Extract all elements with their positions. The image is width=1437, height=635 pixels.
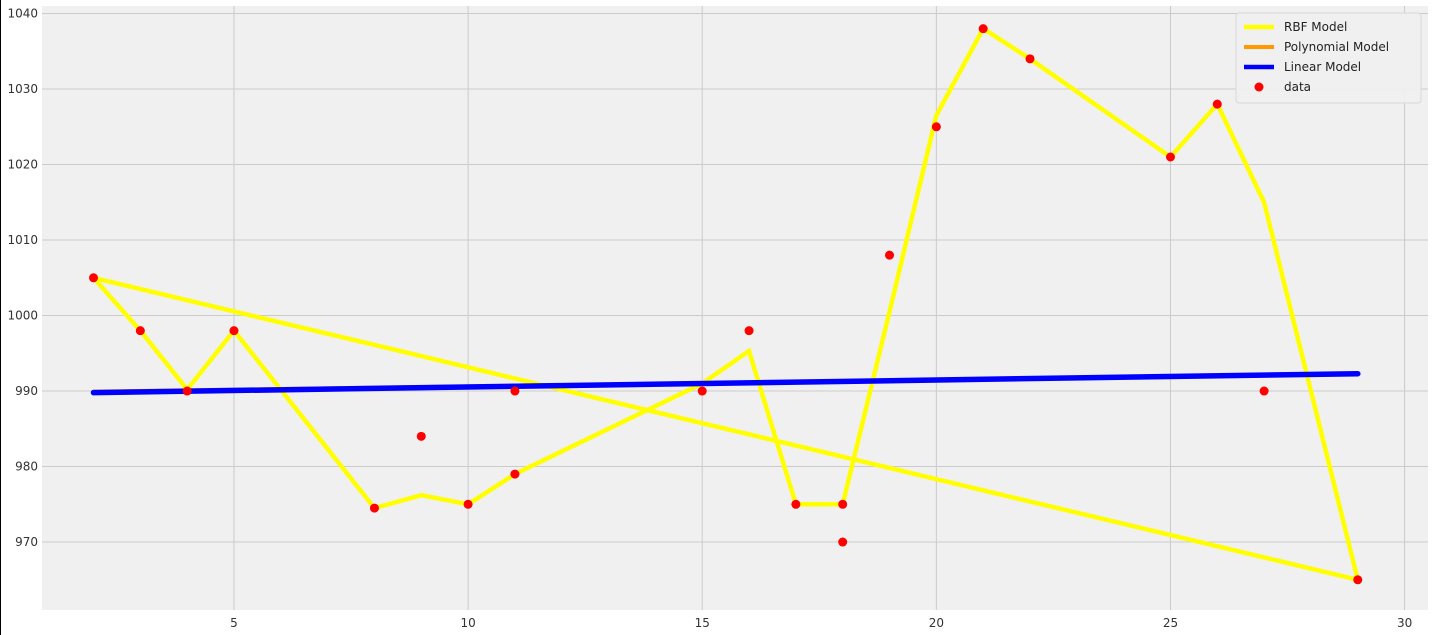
- y-tick-label: 1040: [7, 7, 38, 21]
- data-point: [1212, 99, 1222, 109]
- legend: RBF Model Polynomial Model Linear Model dat…: [1235, 12, 1422, 104]
- data-point: [510, 386, 520, 396]
- data-point: [1165, 152, 1175, 162]
- x-axis-ticks: 5 10 15 20 25 30: [230, 616, 1412, 630]
- legend-label: Linear Model: [1284, 60, 1361, 74]
- y-tick-label: 990: [15, 384, 38, 398]
- data-point: [89, 273, 99, 283]
- data-point: [1259, 386, 1269, 396]
- data-point: [978, 24, 988, 34]
- y-tick-label: 970: [15, 535, 38, 549]
- data-point: [416, 431, 426, 441]
- y-tick-label: 1010: [7, 233, 38, 247]
- data-point: [1025, 54, 1035, 64]
- x-tick-label: 15: [695, 616, 710, 630]
- legend-label: Polynomial Model: [1284, 40, 1389, 54]
- data-point: [135, 326, 145, 336]
- data-point: [744, 326, 754, 336]
- x-tick-label: 20: [929, 616, 944, 630]
- data-point: [510, 469, 520, 479]
- data-point: [182, 386, 192, 396]
- x-tick-label: 25: [1163, 616, 1178, 630]
- data-point: [885, 250, 895, 260]
- x-tick-label: 5: [230, 616, 238, 630]
- y-tick-label: 1000: [7, 309, 38, 323]
- data-point: [463, 499, 473, 509]
- legend-label: RBF Model: [1284, 20, 1347, 34]
- data-point: [1353, 575, 1363, 585]
- x-tick-label: 30: [1397, 616, 1412, 630]
- y-tick-label: 1020: [7, 158, 38, 172]
- data-point: [697, 386, 707, 396]
- data-point: [931, 122, 941, 132]
- legend-swatch: [1254, 82, 1264, 92]
- grid: [42, 6, 1428, 610]
- y-tick-label: 980: [15, 460, 38, 474]
- series-line-2: [90, 370, 1361, 396]
- data-point: [791, 499, 801, 509]
- data-point: [838, 537, 848, 547]
- y-tick-label: 1030: [7, 82, 38, 96]
- legend-box: [1235, 12, 1422, 104]
- data-point: [369, 503, 379, 513]
- legend-label: data: [1284, 80, 1311, 94]
- y-axis-ticks: 970 980 990 1000 1010 1020 1030 1040: [7, 7, 38, 549]
- x-tick-label: 10: [460, 616, 475, 630]
- series-layer: [89, 24, 1363, 585]
- data-point: [229, 326, 239, 336]
- data-point: [838, 499, 848, 509]
- plot-area: [42, 6, 1428, 610]
- window-edge: [0, 0, 1, 635]
